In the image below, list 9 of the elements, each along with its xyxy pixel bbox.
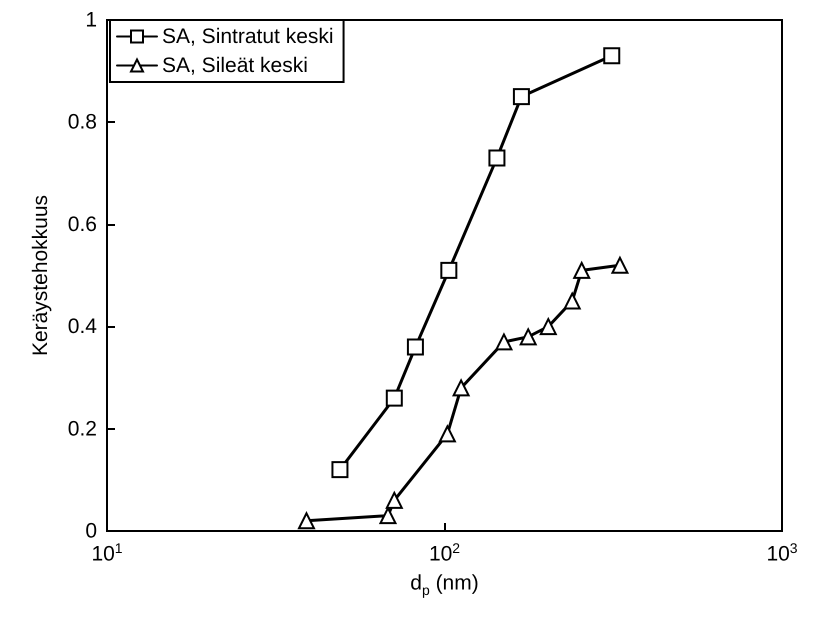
y-tick-label: 0.6 xyxy=(68,212,97,236)
y-tick-label: 0.8 xyxy=(68,110,97,134)
y-axis-title: Keräystehokkuus xyxy=(29,194,52,356)
y-tick-label: 0.4 xyxy=(68,315,98,338)
legend-label: SA, Sileät keski xyxy=(162,54,308,77)
legend-label: SA, Sintratut keski xyxy=(162,25,334,48)
y-tick-label: 1 xyxy=(85,8,97,32)
y-tick-label: 0 xyxy=(85,520,97,542)
y-tick-label: 0.2 xyxy=(68,417,97,440)
